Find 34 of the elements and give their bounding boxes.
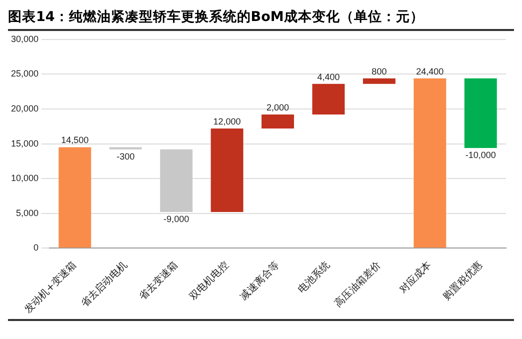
y-tick-label: 20,000	[10, 103, 39, 114]
x-tick-label: 省去启动电机	[78, 258, 130, 310]
bar	[362, 78, 396, 84]
bar	[210, 128, 244, 212]
data-label: -9,000	[164, 214, 190, 224]
data-label: 24,400	[416, 66, 444, 76]
bar	[312, 84, 345, 115]
data-label: 2,000	[266, 102, 290, 113]
x-tick-label: 双电机电控	[187, 258, 231, 303]
data-label: -10,000	[465, 150, 496, 160]
x-tick-label: 高压油箱差价	[332, 258, 384, 310]
data-label: -300	[116, 151, 135, 162]
x-tick-label: 购置税优惠	[440, 258, 485, 303]
bar	[414, 78, 446, 248]
x-tick-label: 减速离合等	[238, 258, 282, 303]
y-tick-label: 25,000	[10, 68, 39, 79]
data-label: 4,400	[317, 72, 340, 82]
y-tick-label: 5,000	[16, 208, 39, 218]
x-tick-label: 发动机+变速箱	[22, 258, 79, 316]
y-tick-label: 15,000	[10, 138, 39, 148]
y-tick-label: 30,000	[10, 34, 39, 44]
data-label: 800	[372, 66, 387, 76]
x-tick-label: 电池系统	[296, 258, 332, 296]
bar	[262, 114, 294, 128]
x-tick-label: 省去变速箱	[136, 258, 180, 303]
y-tick-label: 10,000	[10, 173, 39, 184]
y-tick-label: 0	[34, 242, 39, 253]
chart-title: 图表14：纯燃油紧凑型轿车更换系统的BoM成本变化（单位：元）	[8, 8, 514, 31]
bar	[160, 149, 193, 212]
x-tick-label: 对应成本	[397, 258, 434, 296]
bar	[464, 78, 497, 148]
data-label: 12,000	[213, 116, 241, 126]
bar	[58, 147, 92, 248]
data-label: 14,500	[61, 135, 89, 146]
